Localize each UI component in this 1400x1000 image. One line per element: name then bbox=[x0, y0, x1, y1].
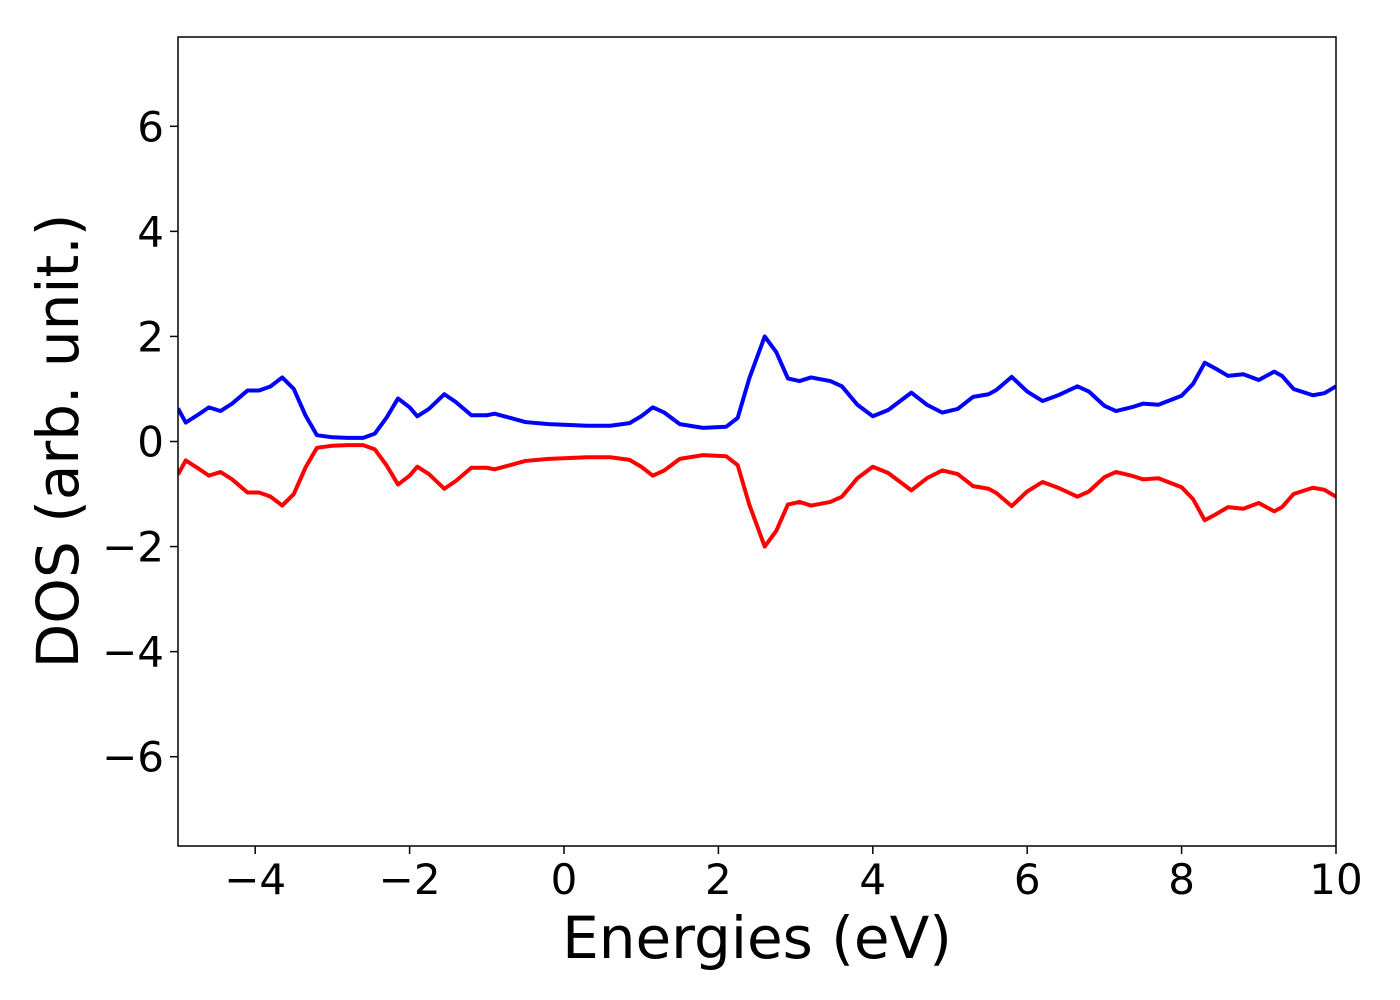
x-tick-label: 2 bbox=[705, 855, 732, 904]
line bbox=[178, 443, 1336, 549]
x-tick-label: 4 bbox=[859, 855, 886, 904]
y-tick-label: 2 bbox=[137, 312, 164, 361]
x-tick-label: 0 bbox=[551, 855, 578, 904]
x-tick-label: −4 bbox=[224, 855, 286, 904]
y-tick-label: −2 bbox=[102, 523, 164, 572]
y-tick-label: −4 bbox=[102, 628, 164, 677]
x-tick-label: 8 bbox=[1168, 855, 1195, 904]
y-tick-label: 0 bbox=[137, 418, 164, 467]
x-axis-label: Energies (eV) bbox=[562, 904, 952, 972]
y-tick-label: −6 bbox=[102, 733, 164, 782]
x-tick-label: 10 bbox=[1309, 855, 1362, 904]
y-tick-label: 6 bbox=[137, 102, 164, 151]
line bbox=[178, 334, 1336, 440]
y-axis-label: DOS (arb. unit.) bbox=[24, 214, 92, 669]
x-tick-label: 6 bbox=[1014, 855, 1041, 904]
plot-frame bbox=[177, 36, 1337, 847]
y-tick-label: 4 bbox=[137, 207, 164, 256]
x-tick-label: −2 bbox=[379, 855, 441, 904]
